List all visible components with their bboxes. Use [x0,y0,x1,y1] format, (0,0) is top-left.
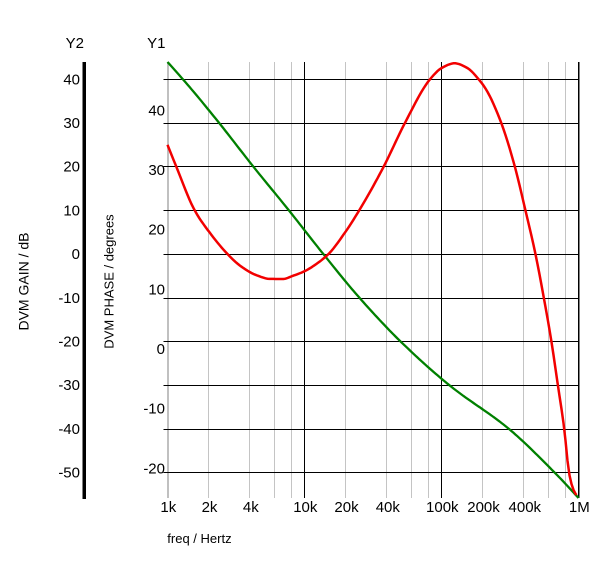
svg-text:-20: -20 [143,460,165,477]
svg-text:freq / Hertz: freq / Hertz [167,531,231,546]
svg-text:-10: -10 [143,401,165,418]
svg-text:400k: 400k [509,499,542,516]
svg-text:10: 10 [148,281,165,298]
svg-text:1M: 1M [569,499,590,516]
svg-text:DVM GAIN / dB: DVM GAIN / dB [16,232,32,330]
svg-text:40: 40 [148,102,165,119]
svg-text:-10: -10 [58,290,80,307]
svg-text:0: 0 [157,341,165,358]
svg-text:20k: 20k [334,499,359,516]
svg-text:20: 20 [148,222,165,239]
svg-text:DVM PHASE / degrees: DVM PHASE / degrees [101,214,116,349]
svg-text:4k: 4k [243,499,259,516]
svg-text:Y1: Y1 [147,35,165,52]
svg-text:-50: -50 [58,465,80,482]
svg-text:Y2: Y2 [66,35,84,52]
svg-text:2k: 2k [202,499,218,516]
svg-text:10k: 10k [293,499,318,516]
svg-text:30: 30 [148,162,165,179]
svg-text:0: 0 [72,246,80,263]
svg-text:30: 30 [63,115,80,132]
svg-text:200k: 200k [467,499,500,516]
svg-text:40k: 40k [376,499,401,516]
svg-text:20: 20 [63,159,80,176]
svg-text:1k: 1k [160,499,176,516]
svg-text:-30: -30 [58,377,80,394]
svg-text:-40: -40 [58,421,80,438]
svg-text:40: 40 [63,71,80,88]
svg-text:10: 10 [63,202,80,219]
svg-text:-20: -20 [58,334,80,351]
svg-text:100k: 100k [426,499,459,516]
